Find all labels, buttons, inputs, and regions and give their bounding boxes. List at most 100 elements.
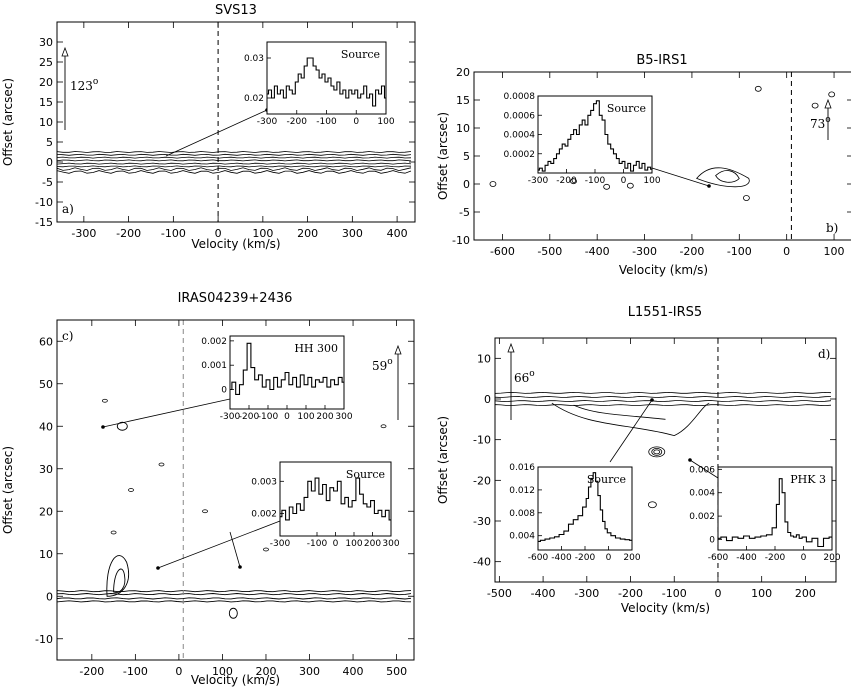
panel-b-leader-arrowhead — [707, 184, 711, 188]
panel-b-ytick-label: 20 — [456, 66, 470, 79]
panel-d-inset-1-xtick-label: -400 — [736, 553, 757, 563]
contour-line — [56, 170, 412, 174]
panel-d-xlabel: Velocity (km/s) — [621, 601, 710, 615]
panel-d-xtick-label: 0 — [714, 587, 721, 600]
contour-blob — [651, 447, 663, 456]
panel-d-leader-line — [609, 399, 653, 463]
panel-b-xtick-label: 100 — [824, 245, 845, 258]
contour-line — [573, 404, 666, 420]
panel-d-leader-arrowhead — [688, 458, 692, 462]
panel-b-inset-0-spectrum — [538, 100, 652, 172]
panel-c-inset-1-ytick-label: 0.003 — [251, 477, 277, 487]
panel-a-ytick-label: 20 — [39, 76, 53, 89]
panel-d-ytick-label: 10 — [477, 352, 491, 365]
panel-c-contours — [56, 398, 412, 619]
panel-b-xtick-label: -300 — [632, 245, 657, 258]
panel-a-inset-0-xtick-label: -100 — [316, 117, 337, 127]
panel-a-xtick-label: 100 — [252, 227, 273, 240]
panel-a-ytick-label: -5 — [42, 176, 53, 189]
panel-a-ytick-label: 15 — [39, 96, 53, 109]
contour-line — [56, 167, 412, 172]
panel-b-inset-0: -300 -200 -100 0 100 0.0002 0.0004 0.0006 0.0008… — [504, 92, 661, 186]
panel-b-inset-0-xtick-label: -300 — [528, 176, 549, 186]
contour-blob — [570, 178, 577, 185]
panel-b-xtick-label: -500 — [537, 245, 562, 258]
contour-blob — [489, 181, 497, 187]
panel-d-inset-1-xtick-label: -600 — [708, 553, 729, 563]
panel-b-contours — [489, 85, 836, 201]
panel-b-ylabel: Offset (arcsec) — [436, 112, 450, 200]
contour-line — [56, 165, 412, 168]
panel-d-ytick-label: -30 — [473, 515, 491, 528]
panel-a-ytick-label: -10 — [35, 196, 53, 209]
contour-blob — [128, 488, 134, 492]
panel-c-inset-1-ytick-label: 0.002 — [251, 509, 277, 519]
panel-b-inset-0-xtick-label: 100 — [643, 176, 660, 186]
panel-c-leader-arrowhead — [156, 566, 160, 570]
panel-a-xtick-label: -200 — [116, 227, 141, 240]
panel-c-ytick-label: 0 — [46, 590, 53, 603]
panel-d-inset-1-ytick-label: 0.002 — [689, 512, 715, 522]
contour-line — [494, 404, 832, 407]
panel-c-xtick-label: 500 — [386, 665, 407, 678]
panel-c-inset-1-xtick-label: 0 — [333, 539, 339, 549]
panel-a-inset-0-label: Source — [341, 48, 380, 61]
contour-blob — [743, 195, 750, 201]
panel-d-inset-1-ytick-label: 0.004 — [689, 489, 715, 499]
panel-d-inset-1-spectrum — [718, 478, 832, 548]
panel-d-inset-0-xtick-label: -200 — [575, 553, 596, 563]
panel-d-pa-label: 66o — [514, 369, 535, 385]
panel-d-inset-0-ytick-label: 0.004 — [509, 532, 535, 542]
contour-blob — [263, 547, 269, 552]
panel-d: L1551-IRS5-500 -400 -300 -200 -100 0 100 200-40… — [436, 305, 841, 615]
panel-c-inset-0-xtick-label: -200 — [239, 412, 260, 422]
panel-c-frame — [56, 319, 415, 661]
panel-d-inset-0-ytick-label: 0.008 — [509, 509, 535, 519]
panel-c-inset-0-xtick-label: -300 — [220, 412, 241, 422]
panel-d-xtick-label: 200 — [795, 587, 816, 600]
panel-b-inset-0-ytick-label: 0.0008 — [504, 92, 536, 102]
panel-d-ytick-label: -20 — [473, 474, 491, 487]
panel-a-inset-0-xtick-label: 100 — [377, 117, 394, 127]
panel-d-leader-line — [689, 459, 719, 479]
panel-b-xlabel: Velocity (km/s) — [619, 263, 708, 277]
panel-c-inset-1-xtick-label: 200 — [364, 539, 381, 549]
panel-d-inset-0-ytick-label: 0.012 — [509, 486, 535, 496]
panel-a-xtick-label: 200 — [297, 227, 318, 240]
contour-blob — [754, 85, 762, 92]
panel-c-ytick-label: 20 — [39, 505, 53, 518]
panel-c-inset-0-xtick-label: -100 — [258, 412, 279, 422]
panel-b-ytick-label: 15 — [456, 94, 470, 107]
contour-blob — [380, 424, 387, 429]
panel-c-ytick-label: 30 — [39, 463, 53, 476]
contour-blob — [116, 421, 128, 431]
panel-d-xtick-label: -300 — [574, 587, 599, 600]
panel-c-xlabel: Velocity (km/s) — [191, 673, 280, 687]
panel-d-letter: d) — [818, 347, 830, 361]
contour-line — [56, 156, 412, 159]
panel-c-inset-1-xtick-label: -300 — [270, 539, 291, 549]
panel-b-inset-0-xtick-label: -200 — [556, 176, 577, 186]
contour-blob — [647, 501, 657, 509]
panel-d-ytick-label: -40 — [473, 556, 491, 569]
panel-d-inset-0-spectrum — [538, 472, 632, 542]
panel-d-contours — [494, 391, 832, 509]
panel-c-inset-0-xtick-label: 200 — [316, 412, 333, 422]
panel-d-inset-1-xtick-label: -200 — [765, 553, 786, 563]
panel-b-inset-0-label: Source — [607, 102, 646, 115]
panel-a-xtick-label: 0 — [215, 227, 222, 240]
panel-d-xtick-label: 100 — [751, 587, 772, 600]
panel-d-ylabel: Offset (arcsec) — [436, 416, 450, 504]
contour-blob — [648, 446, 666, 458]
panel-c-pa-arrowhead — [394, 344, 402, 355]
contour-line — [106, 555, 129, 597]
panel-d-inset-1-ytick-label: 0 — [709, 535, 715, 545]
contour-line — [551, 402, 710, 437]
panel-a-inset-0-spectrum — [267, 57, 386, 107]
panel-a-ytick-label: 25 — [39, 56, 53, 69]
panel-b-ytick-label: -10 — [452, 234, 470, 247]
panel-a-inset-0-xtick-label: -300 — [257, 117, 278, 127]
panel-b-xtick-label: -200 — [679, 245, 704, 258]
panel-a-letter: a) — [62, 202, 74, 216]
